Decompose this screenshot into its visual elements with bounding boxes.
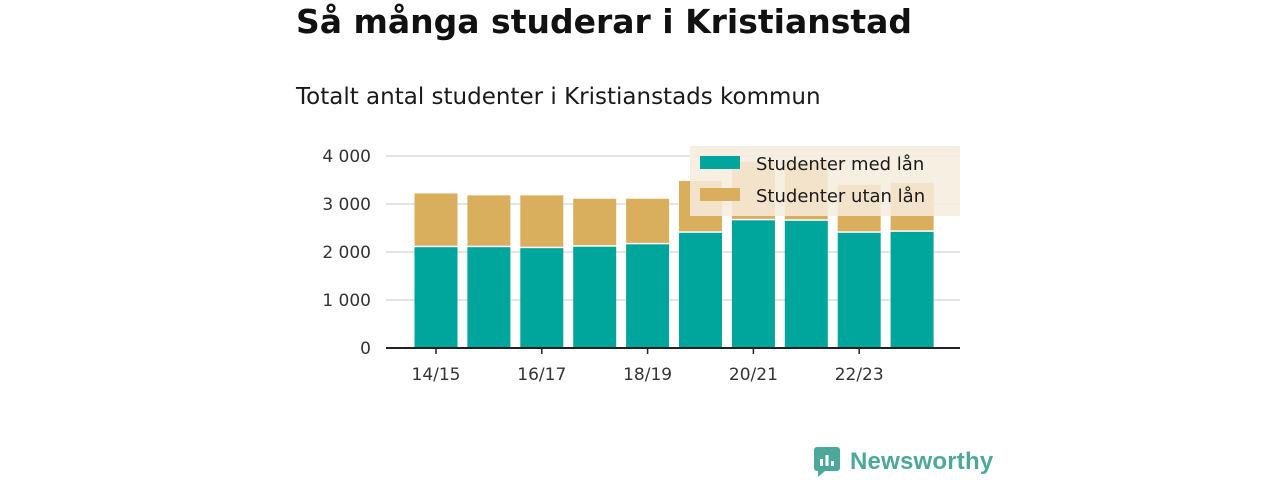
- legend-swatch: [700, 156, 740, 169]
- bar-studenter-utan-lan: [520, 195, 564, 247]
- bar-studenter-med-lan: [837, 232, 881, 348]
- chart-subtitle: Totalt antal studenter i Kristianstads k…: [296, 84, 821, 110]
- x-tick-label: 16/17: [517, 365, 566, 385]
- bar-studenter-med-lan: [679, 232, 722, 348]
- chart-title: Så många studerar i Kristianstad: [296, 2, 913, 41]
- bars: [414, 161, 934, 348]
- x-tick-label: 20/21: [729, 365, 778, 385]
- brand-name: Newsworthy: [850, 448, 994, 475]
- axes: 0 1 000 2 000 3 000 4 000 14/15 16/17 18/19 20/2…: [322, 147, 960, 385]
- legend: Studenter med lån Studenter utan lån: [690, 146, 960, 216]
- x-tick-label: 22/23: [835, 365, 884, 385]
- bar-studenter-utan-lan: [414, 193, 458, 246]
- bar-studenter-med-lan: [414, 247, 458, 348]
- bar-studenter-utan-lan: [573, 198, 617, 246]
- legend-label: Studenter med lån: [756, 154, 924, 175]
- stacked-bar-chart: 0 1 000 2 000 3 000 4 000 14/15 16/17 18/19 20/2…: [322, 146, 960, 385]
- y-tick-label: 0: [360, 339, 371, 359]
- y-tick-label: 1 000: [322, 291, 371, 311]
- bar-studenter-med-lan: [626, 244, 670, 348]
- legend-swatch: [700, 188, 740, 201]
- x-tick-label: 14/15: [412, 365, 461, 385]
- bar-studenter-utan-lan: [467, 195, 511, 246]
- bar-studenter-med-lan: [731, 220, 775, 348]
- legend-label: Studenter utan lån: [756, 186, 925, 207]
- brand-logo: Newsworthy: [814, 446, 993, 478]
- bar-studenter-med-lan: [890, 231, 934, 348]
- y-tick-label: 2 000: [322, 243, 371, 263]
- x-tick-label: 18/19: [623, 365, 672, 385]
- y-tick-label: 4 000: [322, 147, 371, 167]
- bar-studenter-med-lan: [573, 246, 617, 348]
- y-tick-label: 3 000: [322, 195, 371, 215]
- bar-studenter-utan-lan: [626, 198, 670, 243]
- bar-studenter-med-lan: [467, 247, 511, 348]
- bar-studenter-med-lan: [784, 220, 828, 348]
- newsworthy-chart-bubble-icon: [814, 447, 840, 477]
- bar-studenter-med-lan: [520, 248, 564, 348]
